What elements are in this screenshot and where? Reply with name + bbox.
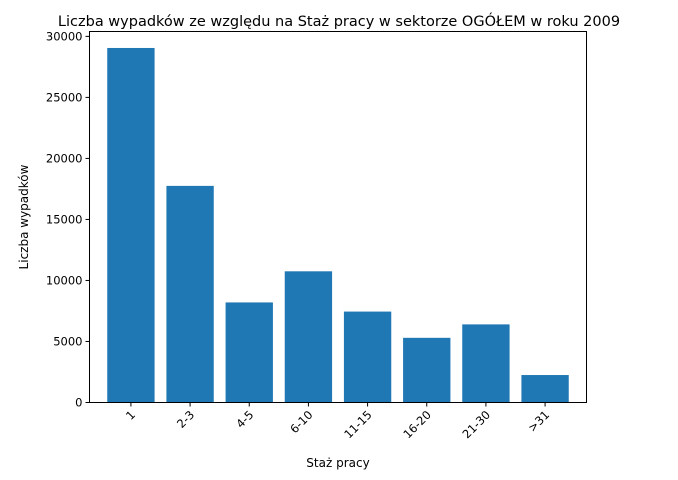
y-axis-label: Liczba wypadków <box>17 164 31 269</box>
y-tick-label: 25000 <box>46 90 83 104</box>
x-tick-label: 16-20 <box>400 408 434 442</box>
bar-21-30 <box>462 324 510 403</box>
y-tick-label: 30000 <box>46 29 83 43</box>
y-tick-label: 20000 <box>46 151 83 165</box>
y-tick-label: 5000 <box>53 334 82 348</box>
y-axis: 0 5000 10000 15000 20000 25000 30000 <box>46 29 90 410</box>
y-tick-label: 10000 <box>46 273 83 287</box>
x-tick-label: 21-30 <box>460 408 494 442</box>
x-tick-label: 6-10 <box>287 408 315 436</box>
bars-group <box>107 47 569 403</box>
x-axis-label: Staż pracy <box>306 456 369 470</box>
x-tick-label: 4-5 <box>233 408 256 431</box>
y-tick-label: 0 <box>75 396 82 410</box>
bar-4-5 <box>225 302 273 403</box>
bar-2-3 <box>166 185 214 403</box>
plot-frame <box>89 31 587 403</box>
bar-1 <box>107 47 155 403</box>
bar->31 <box>521 375 569 403</box>
x-tick-label: 2-3 <box>174 408 197 431</box>
chart-title: Liczba wypadków ze względu na Staż pracy… <box>58 12 620 30</box>
bar-11-15 <box>343 311 392 403</box>
y-tick-label: 15000 <box>46 212 83 226</box>
bar-6-10 <box>284 271 333 403</box>
x-axis: 1 2-3 4-5 6-10 11-15 16-20 21-30 >31 <box>123 402 552 442</box>
bar-16-20 <box>403 337 451 403</box>
x-tick-label: >31 <box>525 408 552 435</box>
x-tick-label: 1 <box>123 408 138 423</box>
x-tick-label: 11-15 <box>341 408 375 442</box>
